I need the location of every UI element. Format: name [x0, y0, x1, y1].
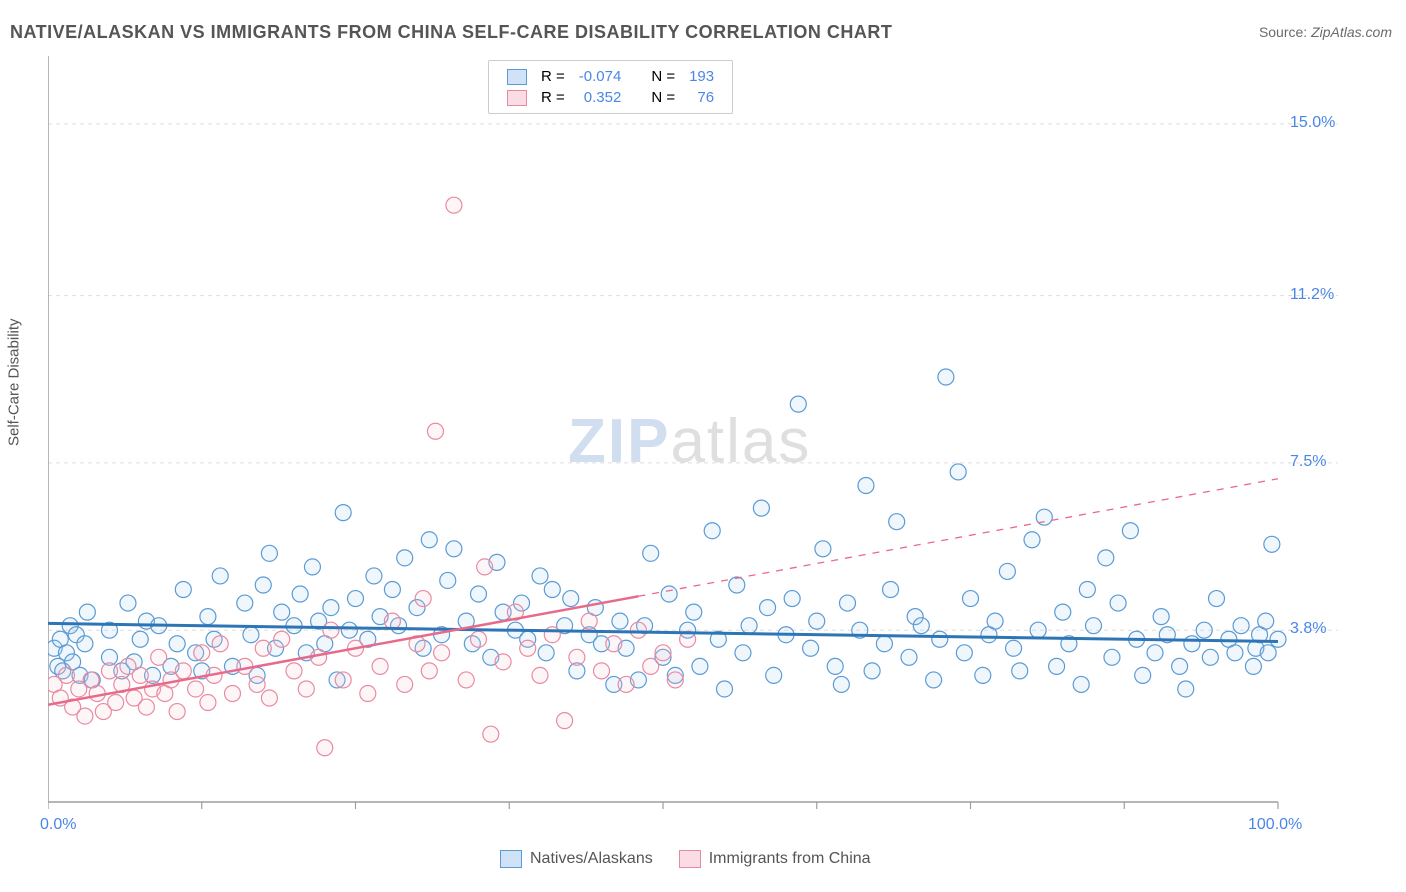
legend-n-value: 76	[683, 88, 720, 107]
source-attribution: Source: ZipAtlas.com	[1259, 24, 1392, 40]
series-legend-label: Immigrants from China	[709, 850, 871, 868]
legend-row: R =0.352 N =76	[501, 88, 720, 107]
legend-r-value: -0.074	[573, 67, 628, 86]
x-tick-label: 100.0%	[1248, 816, 1302, 834]
scatter-plot-svg	[48, 56, 1338, 832]
legend-n-value: 193	[683, 67, 720, 86]
legend-swatch	[507, 69, 527, 85]
correlation-legend: R =-0.074 N =193 R =0.352 N =76	[488, 60, 733, 114]
series-legend-label: Natives/Alaskans	[530, 850, 653, 868]
legend-r-value: 0.352	[573, 88, 628, 107]
correlation-legend-table: R =-0.074 N =193 R =0.352 N =76	[499, 65, 722, 109]
series-legend-item: Immigrants from China	[679, 850, 871, 868]
legend-r-label: R =	[535, 88, 571, 107]
legend-n-label: N =	[645, 67, 681, 86]
y-tick-label: 3.8%	[1290, 620, 1326, 638]
legend-r-label: R =	[535, 67, 571, 86]
plot-area: ZIPatlas R =-0.074N =193R =0.352N =76 3.…	[48, 56, 1338, 832]
source-label: Source:	[1259, 24, 1307, 40]
series-legend: Natives/Alaskans Immigrants from China	[500, 850, 897, 873]
y-tick-label: 15.0%	[1290, 114, 1335, 132]
legend-n-label: N =	[645, 88, 681, 107]
y-tick-label: 7.5%	[1290, 453, 1326, 471]
x-tick-label: 0.0%	[40, 816, 76, 834]
legend-swatch	[679, 850, 701, 868]
legend-row: R =-0.074 N =193	[501, 67, 720, 86]
series-legend-item: Natives/Alaskans	[500, 850, 653, 868]
y-axis-label: Self-Care Disability	[6, 318, 23, 446]
chart-title: NATIVE/ALASKAN VS IMMIGRANTS FROM CHINA …	[10, 22, 892, 43]
legend-swatch	[500, 850, 522, 868]
legend-swatch	[507, 90, 527, 106]
chart-container: NATIVE/ALASKAN VS IMMIGRANTS FROM CHINA …	[0, 0, 1406, 892]
y-tick-label: 11.2%	[1290, 286, 1334, 304]
source-value: ZipAtlas.com	[1311, 24, 1392, 40]
